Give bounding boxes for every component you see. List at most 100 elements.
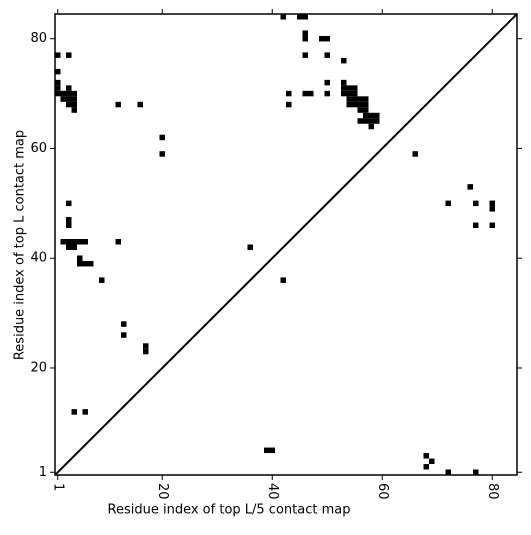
contact-cell bbox=[77, 260, 83, 267]
x-tick-label: 60 bbox=[375, 483, 390, 500]
contact-cell bbox=[319, 35, 325, 42]
y-tick-label: 1 bbox=[39, 465, 47, 480]
contact-cell bbox=[121, 321, 127, 327]
contact-cell bbox=[302, 30, 308, 36]
contact-cell bbox=[357, 96, 363, 102]
y-tick-label: 20 bbox=[30, 360, 47, 375]
contact-cell bbox=[297, 14, 303, 20]
contact-cell bbox=[308, 90, 314, 97]
contact-cell bbox=[143, 348, 149, 355]
contact-cell bbox=[66, 217, 72, 223]
contact-cell bbox=[346, 101, 352, 108]
contact-cell bbox=[324, 52, 330, 58]
contact-cell bbox=[60, 239, 66, 245]
contact-cell bbox=[352, 101, 358, 108]
contact-cell bbox=[445, 469, 451, 475]
contact-cell bbox=[66, 96, 72, 102]
contact-cell bbox=[346, 96, 352, 102]
contact-cell bbox=[412, 151, 418, 157]
contact-cell bbox=[269, 447, 275, 454]
contact-cell bbox=[88, 260, 94, 267]
diagonal bbox=[54, 13, 518, 476]
contact-cell bbox=[71, 90, 77, 97]
contact-cell bbox=[159, 151, 165, 157]
contact-cell bbox=[489, 222, 495, 229]
contact-cell bbox=[66, 85, 72, 91]
contact-cell bbox=[60, 90, 66, 97]
contact-cell bbox=[115, 101, 121, 108]
contact-cell bbox=[324, 90, 330, 97]
contact-cell bbox=[357, 107, 363, 113]
contact-cell bbox=[473, 222, 479, 229]
contact-cell bbox=[341, 90, 347, 97]
contact-cell bbox=[55, 68, 61, 75]
contact-cell bbox=[445, 200, 451, 207]
contact-cell bbox=[71, 101, 77, 108]
contact-cell bbox=[77, 255, 83, 261]
contact-cell bbox=[357, 101, 363, 108]
contact-cell bbox=[324, 35, 330, 42]
contact-cell bbox=[341, 57, 347, 64]
contact-cell bbox=[264, 447, 270, 454]
contact-cell bbox=[82, 409, 88, 415]
contact-cell bbox=[489, 206, 495, 212]
contact-cell bbox=[346, 90, 352, 97]
contact-cell bbox=[143, 343, 149, 349]
contact-cell bbox=[55, 52, 61, 58]
x-tick-label: 80 bbox=[485, 483, 500, 500]
contact-cell bbox=[137, 101, 143, 108]
contact-cell bbox=[302, 90, 308, 97]
contact-cell bbox=[66, 52, 72, 58]
contact-cell bbox=[71, 107, 77, 113]
plot-frame bbox=[54, 13, 518, 476]
contact-cell bbox=[423, 464, 429, 470]
contact-cell bbox=[473, 469, 479, 475]
contact-cell bbox=[363, 118, 369, 124]
contact-cell bbox=[280, 277, 286, 283]
y-tick-label: 60 bbox=[30, 141, 47, 156]
y-tick-label: 80 bbox=[30, 31, 47, 46]
contact-cell bbox=[467, 184, 473, 190]
x-tick-label: 40 bbox=[265, 483, 280, 500]
y-axis-label: Residue index of top L contact map bbox=[13, 130, 28, 360]
contact-cell bbox=[341, 85, 347, 91]
contact-cell bbox=[286, 101, 292, 108]
contact-cell bbox=[368, 123, 374, 130]
contact-cell bbox=[374, 112, 380, 119]
contact-cell bbox=[82, 239, 88, 245]
contact-cell bbox=[302, 52, 308, 58]
contact-cell bbox=[66, 244, 72, 250]
x-tick-label: 20 bbox=[155, 483, 170, 500]
contact-cell bbox=[363, 107, 369, 113]
contact-cell bbox=[374, 118, 380, 124]
x-axis-label: Residue index of top L/5 contact map bbox=[108, 503, 351, 518]
contact-cell bbox=[368, 118, 374, 124]
x-tick-label: 1 bbox=[50, 483, 65, 491]
contact-cell bbox=[66, 101, 72, 108]
contact-cell bbox=[368, 112, 374, 119]
contact-cell bbox=[66, 90, 72, 97]
contact-cell bbox=[346, 85, 352, 91]
contact-cell bbox=[55, 79, 61, 86]
contact-cell bbox=[489, 200, 495, 207]
contact-cell bbox=[341, 79, 347, 86]
contact-cell bbox=[115, 239, 121, 245]
contact-cell bbox=[99, 277, 105, 283]
contact-cell bbox=[352, 96, 358, 102]
contact-cell bbox=[77, 239, 83, 245]
contact-cell bbox=[66, 239, 72, 245]
contact-cell bbox=[66, 222, 72, 229]
contact-cell bbox=[280, 14, 286, 20]
contact-cell bbox=[423, 453, 429, 459]
contact-cell bbox=[66, 200, 72, 207]
contact-cell bbox=[71, 96, 77, 102]
contact-cell bbox=[352, 85, 358, 91]
contact-cell bbox=[363, 101, 369, 108]
contact-cell bbox=[60, 96, 66, 102]
contact-cell bbox=[55, 85, 61, 91]
contact-cell bbox=[121, 332, 127, 338]
contact-cell bbox=[357, 118, 363, 124]
contact-cell bbox=[286, 90, 292, 97]
contact-cell bbox=[247, 244, 253, 250]
